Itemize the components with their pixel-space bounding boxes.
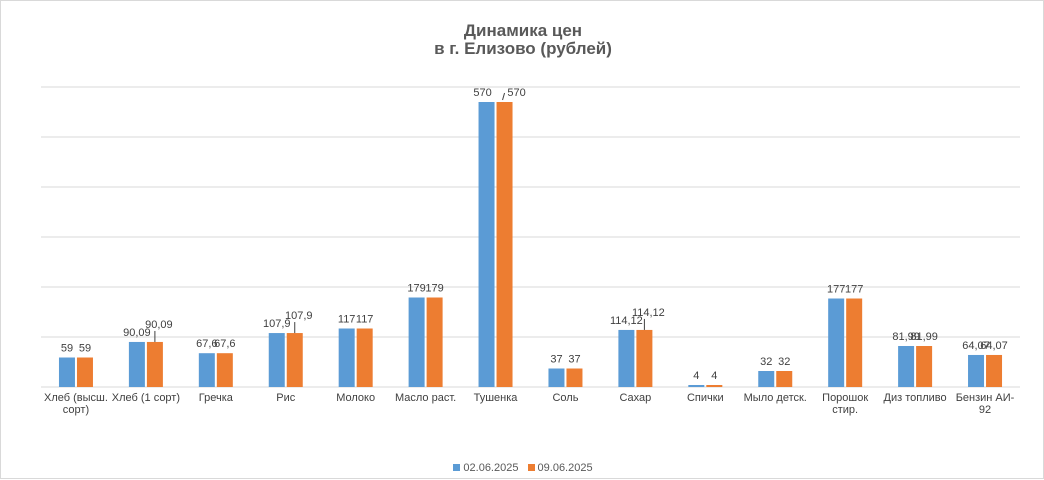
data-label-series-2: 177	[845, 284, 863, 296]
data-label-series-1: 59	[61, 343, 73, 355]
category-label: Тушенка	[474, 392, 519, 404]
category-label: Бензин АИ-	[956, 392, 1015, 404]
data-label-series-1: 81,99	[892, 331, 920, 343]
data-label-series-1: 32	[760, 356, 772, 368]
bar-series-2	[916, 346, 933, 387]
legend-label-series-1: 02.06.2025	[463, 462, 519, 474]
legend-swatch-series-2	[527, 464, 535, 471]
category-label: Мыло детск.	[744, 392, 807, 404]
category-label: Хлеб (высш.	[44, 392, 108, 404]
data-label-series-2: 107,9	[285, 310, 313, 322]
bar-series-1	[408, 297, 425, 387]
bar-series-1	[618, 329, 635, 387]
bar-series-2	[216, 353, 233, 387]
category-label: стир.	[832, 404, 858, 416]
bar-series-1	[758, 371, 775, 387]
data-label-series-1: 4	[693, 370, 699, 382]
chart-title-line-1: Динамика цен	[463, 21, 583, 40]
bar-series-2	[846, 298, 863, 387]
data-label-series-1: 114,12	[610, 315, 643, 327]
category-label: Масло раст.	[395, 392, 456, 404]
category-label: Рис	[276, 392, 295, 404]
bar-series-2	[356, 328, 373, 387]
data-label-series-2: 179	[425, 283, 443, 295]
bar-series-1	[548, 368, 565, 387]
data-label-series-2: 117	[356, 314, 374, 326]
category-label: 92	[979, 404, 991, 416]
bar-series-1	[198, 353, 215, 387]
data-label-series-1: 177	[827, 284, 845, 296]
bar-series-2	[496, 102, 513, 387]
category-label: Соль	[552, 392, 578, 404]
category-label: Сахар	[619, 392, 651, 404]
data-label-series-2: 37	[568, 354, 580, 366]
data-label-series-2: 64,07	[980, 340, 1008, 352]
data-label-series-2: 4	[711, 370, 717, 382]
legend-item-series-2: 09.06.2025	[527, 462, 593, 474]
bar-series-1	[688, 385, 705, 387]
data-label-series-1: 117	[338, 314, 356, 326]
data-label-series-2: 67,6	[214, 338, 235, 350]
bar-series-1	[968, 354, 985, 387]
bar-series-2	[706, 385, 723, 387]
bar-series-1	[828, 298, 845, 387]
data-label-leader	[502, 92, 506, 101]
bar-series-1	[478, 102, 495, 387]
bar-series-1	[898, 346, 915, 387]
data-label-series-1: 570	[473, 87, 491, 99]
data-label-series-1: 64,07	[962, 340, 990, 352]
bar-series-1	[338, 328, 355, 387]
data-label-series-2: 90,09	[145, 319, 173, 331]
legend-label-series-2: 09.06.2025	[537, 462, 593, 474]
category-label: Порошок	[822, 392, 868, 404]
data-label-series-1: 179	[407, 283, 425, 295]
data-label-series-2: 81,99	[910, 331, 938, 343]
bar-series-1	[58, 357, 75, 387]
category-label: сорт)	[63, 404, 89, 416]
category-label: Спички	[687, 392, 724, 404]
chart-title-line-2: в г. Елизово (рублей)	[434, 39, 612, 58]
bar-series-2	[286, 333, 303, 387]
data-label-series-1: 37	[550, 354, 562, 366]
bar-series-2	[636, 329, 653, 387]
category-label: Молоко	[336, 392, 375, 404]
category-label: Диз топливо	[884, 392, 947, 404]
data-label-series-2: 32	[778, 356, 790, 368]
category-label: Гречка	[199, 392, 234, 404]
bar-series-1	[268, 333, 285, 387]
legend: 02.06.2025 09.06.2025	[1, 462, 1044, 474]
data-label-series-1: 107,9	[263, 318, 291, 330]
legend-item-series-1: 02.06.2025	[453, 462, 518, 474]
bar-series-2	[566, 368, 583, 387]
bar-series-2	[986, 354, 1003, 387]
category-label: Хлеб (1 сорт)	[112, 392, 180, 404]
data-label-series-2: 570	[507, 87, 525, 99]
data-label-series-2: 114,12	[632, 307, 665, 319]
legend-swatch-series-1	[453, 464, 461, 471]
data-label-series-2: 59	[79, 343, 91, 355]
bar-series-1	[128, 341, 145, 387]
bar-series-2	[776, 371, 793, 387]
bar-series-2	[76, 357, 93, 387]
bar-series-2	[146, 341, 163, 387]
data-label-series-1: 90,09	[123, 327, 151, 339]
bar-series-2	[426, 297, 443, 387]
data-label-series-1: 67,6	[196, 338, 217, 350]
